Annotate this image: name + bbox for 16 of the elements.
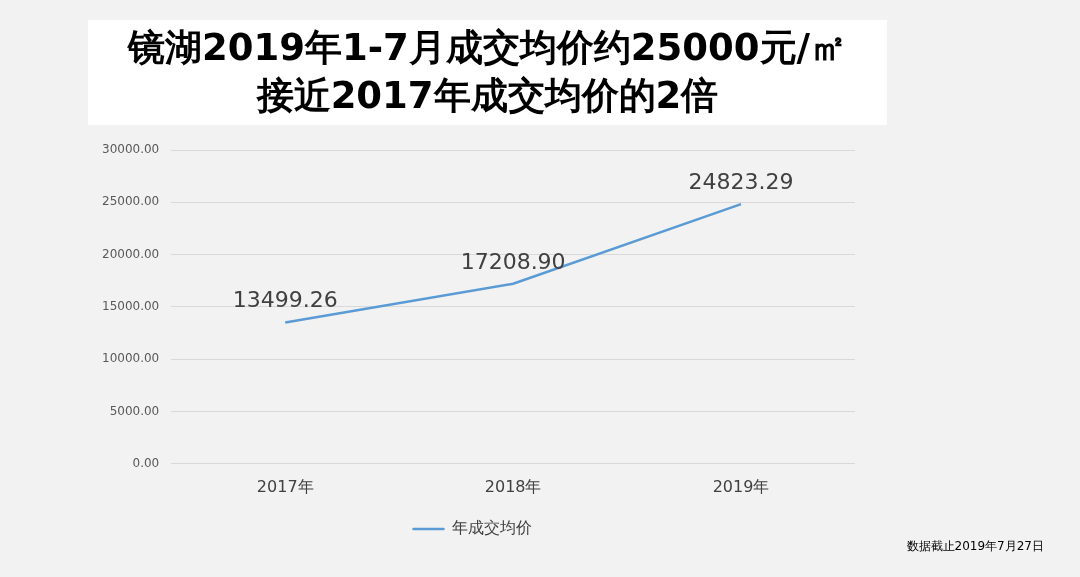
- text: 13499.26: [232, 287, 338, 313]
- text: 24823.29: [688, 168, 794, 194]
- y-tick-label: 25000.00: [101, 194, 160, 209]
- x-tick-label: 2018年: [484, 476, 542, 496]
- chart-title: 镜湖2019年1-7月成交均价约25000元/㎡接近2017年成交均价的2倍: [88, 20, 887, 125]
- legend-label: 年成交均价: [451, 518, 532, 538]
- x-tick-label: 2017年: [256, 476, 314, 496]
- text: 17208.90: [460, 248, 566, 274]
- y-tick-label: 10000.00: [101, 351, 160, 366]
- y-tick-label: 30000.00: [101, 142, 160, 157]
- x-tick-label: 2019年: [712, 476, 770, 496]
- y-tick-label: 15000.00: [101, 299, 160, 314]
- y-tick-label: 20000.00: [101, 246, 160, 261]
- text: 数据截止2019年7月27日: [906, 538, 1044, 555]
- y-tick-label: 0.00: [132, 455, 160, 470]
- y-tick-label: 5000.00: [109, 403, 160, 418]
